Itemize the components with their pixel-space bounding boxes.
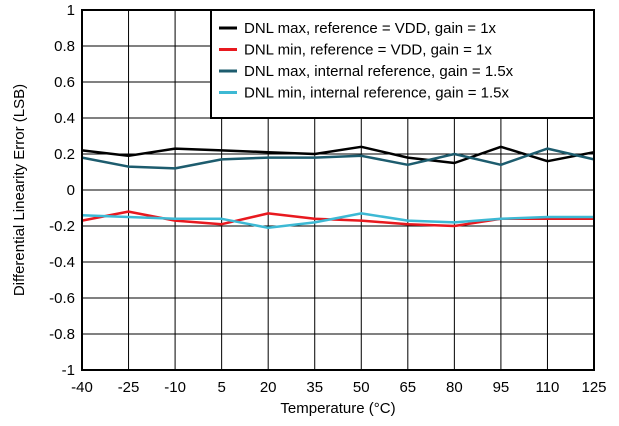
y-tick-label: -0.6 <box>49 290 75 307</box>
legend-entry-2: DNL min, reference = VDD, gain = 1x <box>244 42 492 59</box>
y-tick-label: 0.6 <box>54 74 75 91</box>
series-lines <box>81 145 595 230</box>
y-tick-label: 1 <box>67 2 75 19</box>
x-tick-labels: -40 -25 -10 5 20 35 50 65 80 95 110 125 <box>71 379 606 396</box>
legend: DNL max, reference = VDD, gain = 1x DNL m… <box>210 9 595 119</box>
y-axis-label: Differential Linearity Error (LSB) <box>11 84 28 296</box>
y-tick-label: -0.8 <box>49 326 75 343</box>
x-tick-label: 95 <box>493 379 510 396</box>
y-tick-labels: 1 0.8 0.6 0.4 0.2 0 -0.2 -0.4 -0.6 -0.8 -1 <box>49 2 75 379</box>
series-line-1 <box>81 145 595 165</box>
series-line-3 <box>81 147 595 170</box>
x-tick-label: -25 <box>118 379 140 396</box>
series-line-4 <box>81 212 594 230</box>
y-tick-label: -0.2 <box>49 218 75 235</box>
x-tick-label: 5 <box>217 379 225 396</box>
x-tick-label: -40 <box>71 379 93 396</box>
x-tick-label: 35 <box>306 379 323 396</box>
x-tick-label: 110 <box>535 379 559 396</box>
legend-entry-3: DNL max, internal reference, gain = 1.5x <box>244 63 514 80</box>
x-tick-label: 50 <box>353 379 370 396</box>
x-tick-label: 80 <box>446 379 463 396</box>
x-tick-label: 65 <box>399 379 416 396</box>
y-tick-label: 0.4 <box>54 110 75 127</box>
x-axis-label: Temperature (°C) <box>280 400 395 417</box>
x-tick-label: 125 <box>581 379 606 396</box>
y-tick-label: -0.4 <box>49 254 75 271</box>
y-tick-label: 0.2 <box>54 146 75 163</box>
y-tick-label: 0 <box>67 182 75 199</box>
legend-entry-4: DNL min, internal reference, gain = 1.5x <box>244 85 509 102</box>
y-tick-label: 0.8 <box>54 38 75 55</box>
x-tick-label: -10 <box>164 379 186 396</box>
legend-box <box>210 9 595 119</box>
y-tick-label: -1 <box>62 362 75 379</box>
legend-entry-1: DNL max, reference = VDD, gain = 1x <box>244 20 497 37</box>
x-tick-label: 20 <box>260 379 277 396</box>
